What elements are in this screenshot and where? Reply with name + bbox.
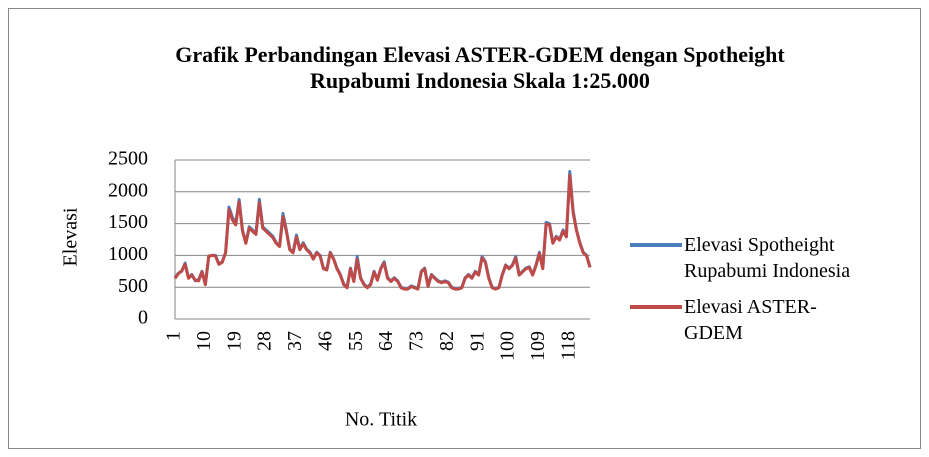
legend-swatch	[630, 305, 682, 309]
x-tick-label: 55	[345, 331, 367, 351]
x-tick-label: 19	[223, 331, 245, 351]
legend-label: Elevasi Spotheight Rupabumi Indonesia	[684, 234, 851, 282]
x-tick-label: 10	[193, 331, 215, 351]
legend-item: Elevasi ASTER-GDEM	[628, 294, 878, 346]
chart-title: Grafik Perbandingan Elevasi ASTER-GDEM d…	[175, 42, 785, 93]
y-tick-label: 2500	[108, 148, 148, 170]
x-tick-label: 1	[163, 331, 185, 341]
x-tick-label: 82	[436, 331, 458, 351]
y-tick-label: 2000	[108, 179, 148, 201]
legend-swatch	[630, 243, 682, 247]
chart-border	[8, 8, 921, 449]
x-tick-label: 64	[375, 331, 397, 351]
x-tick-label: 73	[406, 331, 428, 351]
data-line	[173, 173, 592, 291]
legend: Elevasi Spotheight Rupabumi Indonesia Ele…	[628, 232, 878, 356]
x-tick-label: 37	[284, 331, 306, 351]
x-tick-label: 91	[466, 331, 488, 351]
x-tick-label: 109	[527, 331, 549, 361]
legend-label: Elevasi ASTER-GDEM	[684, 296, 817, 344]
y-axis-title: Elevasi	[60, 207, 82, 266]
x-tick-label: 100	[497, 331, 519, 361]
x-axis-title: No. Titik	[345, 409, 417, 431]
y-tick-label: 1000	[108, 243, 148, 265]
y-tick-label: 0	[138, 307, 148, 329]
legend-item: Elevasi Spotheight Rupabumi Indonesia	[628, 232, 878, 284]
y-tick-label: 500	[118, 275, 148, 297]
x-tick-label: 28	[254, 331, 276, 351]
x-tick-label: 118	[557, 331, 579, 360]
y-tick-label: 1500	[108, 211, 148, 233]
x-tick-label: 46	[314, 331, 336, 351]
